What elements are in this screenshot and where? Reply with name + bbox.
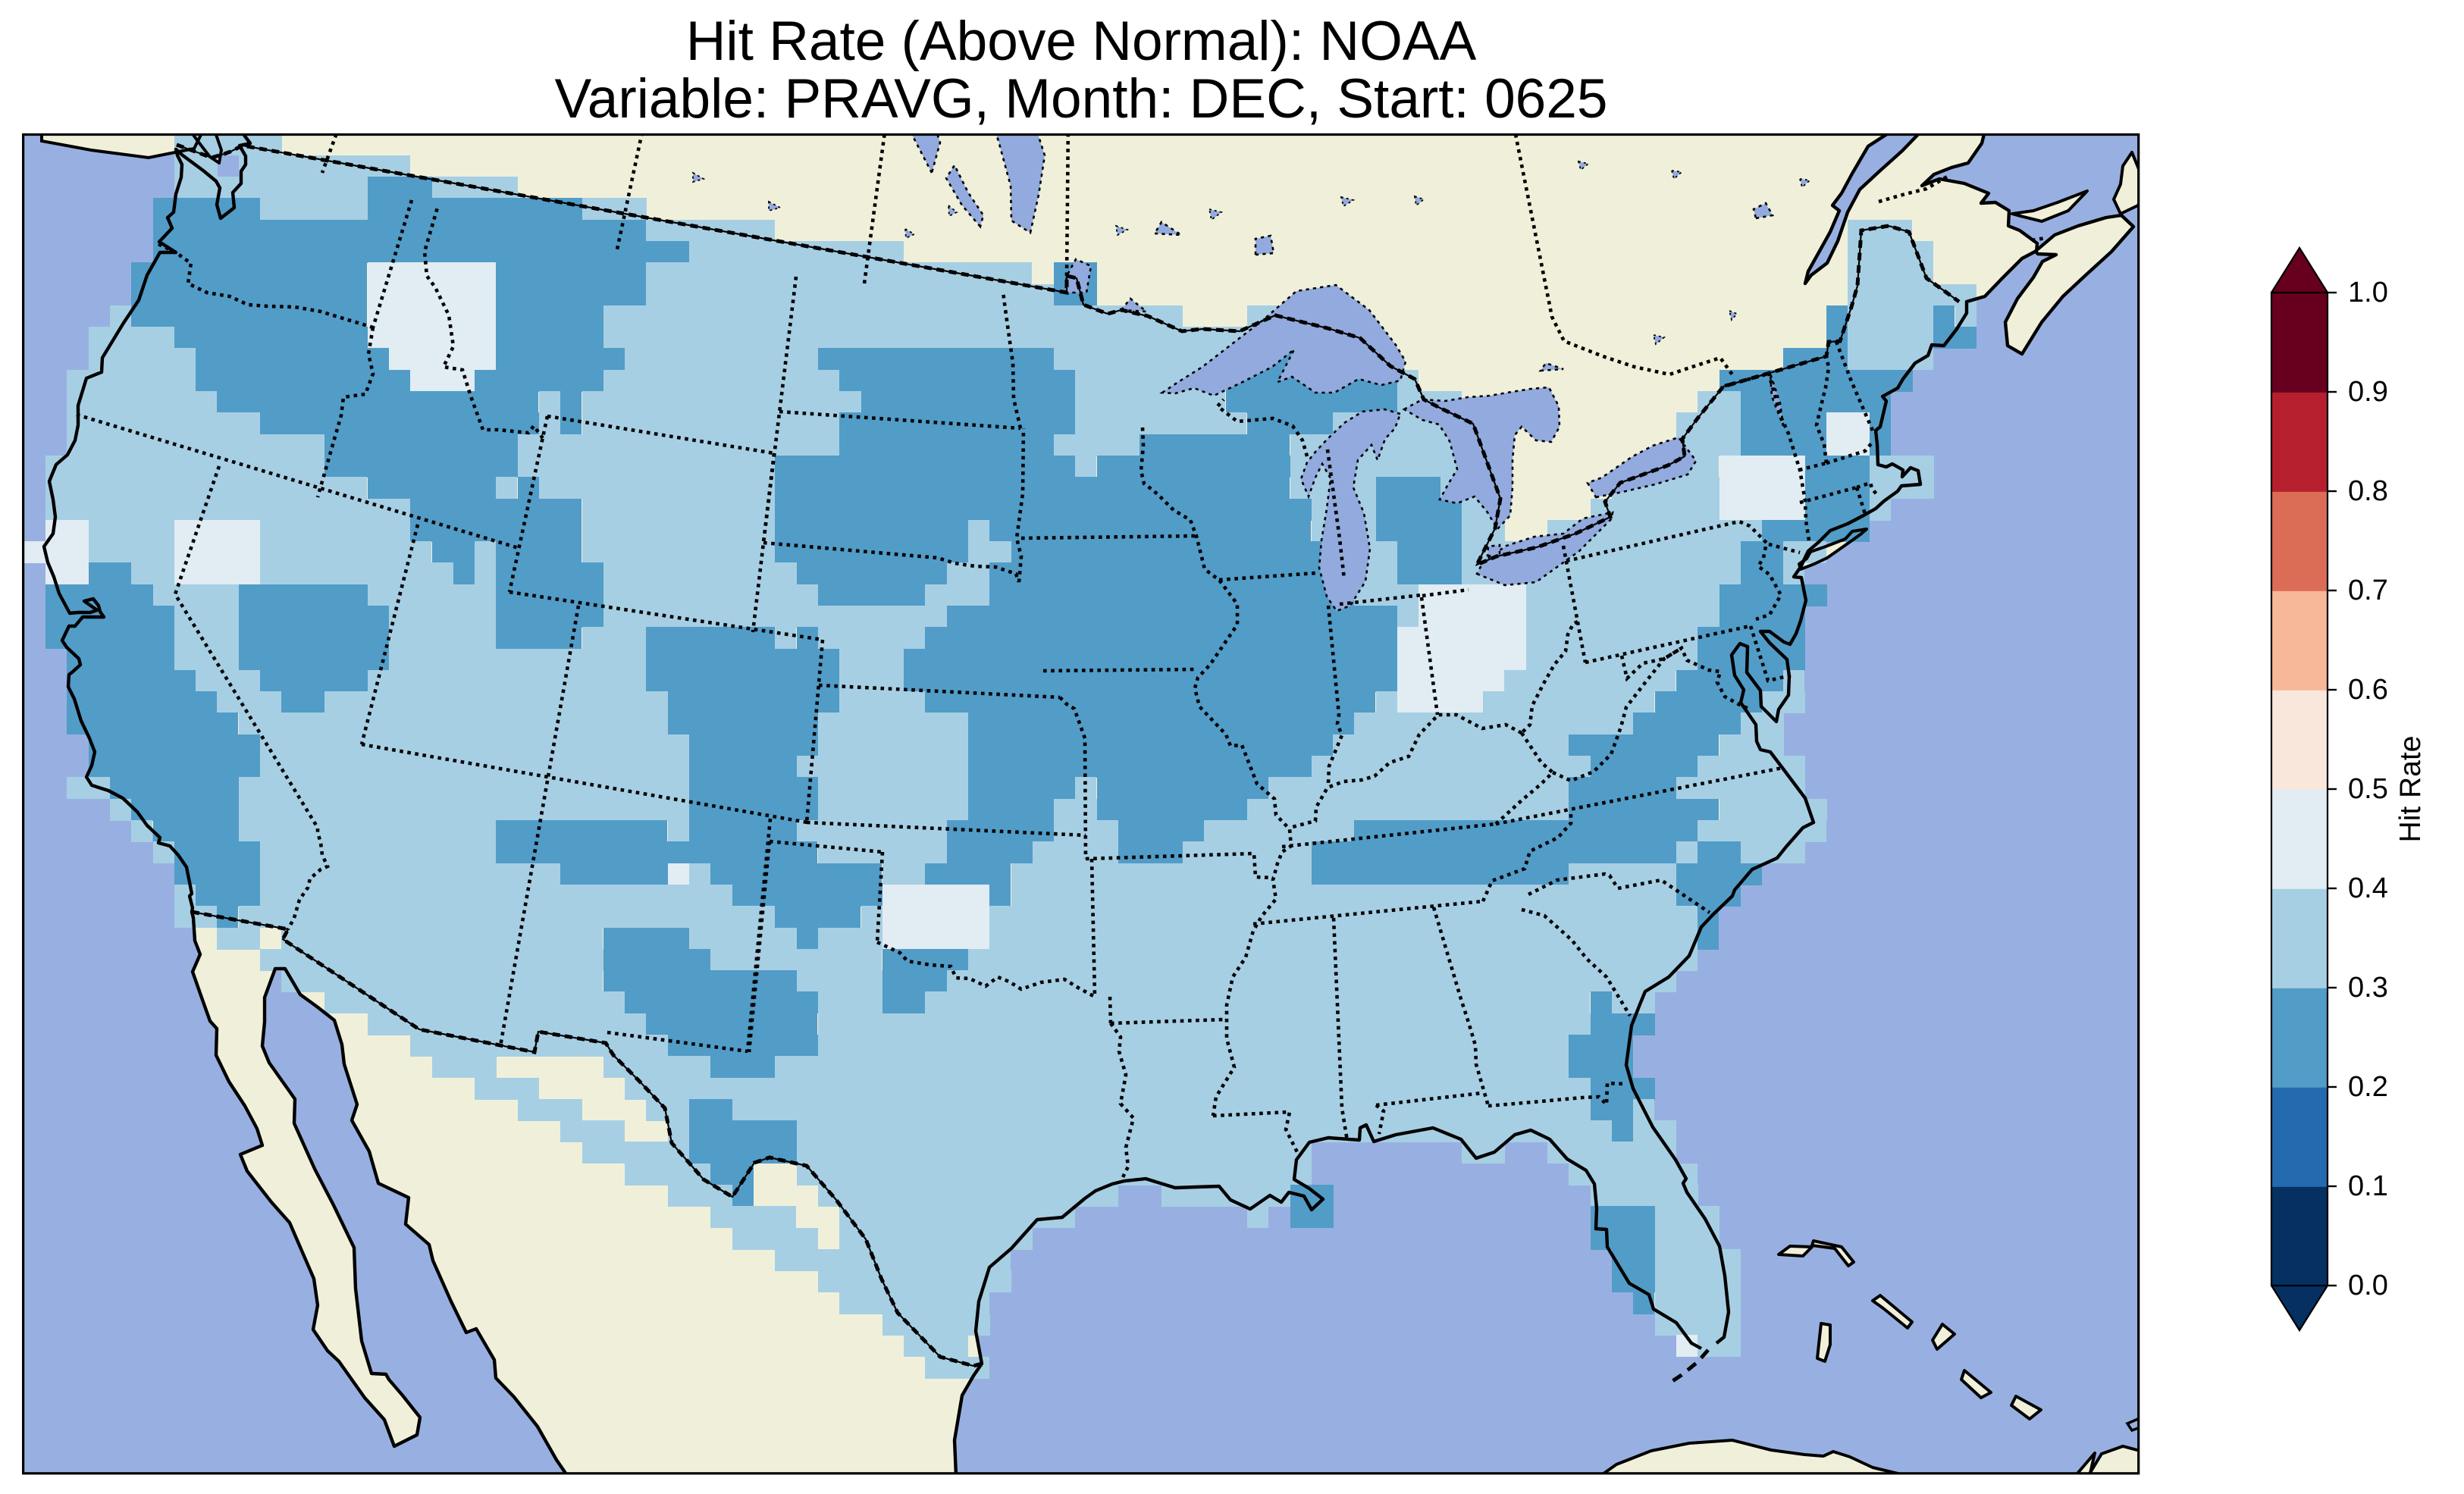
svg-text:1.0: 1.0 <box>2348 277 2388 309</box>
svg-text:Hit Rate: Hit Rate <box>2394 736 2427 843</box>
svg-text:Hit Rate (Above Normal): NOAA: Hit Rate (Above Normal): NOAA <box>686 11 1477 72</box>
svg-text:0.1: 0.1 <box>2348 1170 2388 1202</box>
svg-text:0.7: 0.7 <box>2348 575 2388 606</box>
svg-text:0.8: 0.8 <box>2348 475 2388 507</box>
svg-text:0.0: 0.0 <box>2348 1270 2388 1301</box>
svg-text:0.3: 0.3 <box>2348 972 2388 1004</box>
svg-text:Variable: PRAVG, Month: DEC, S: Variable: PRAVG, Month: DEC, Start: 0625 <box>555 68 1608 130</box>
svg-text:0.5: 0.5 <box>2348 773 2388 805</box>
svg-text:0.9: 0.9 <box>2348 376 2388 408</box>
svg-text:0.2: 0.2 <box>2348 1071 2388 1103</box>
svg-text:0.4: 0.4 <box>2348 872 2388 904</box>
svg-text:0.6: 0.6 <box>2348 674 2388 706</box>
